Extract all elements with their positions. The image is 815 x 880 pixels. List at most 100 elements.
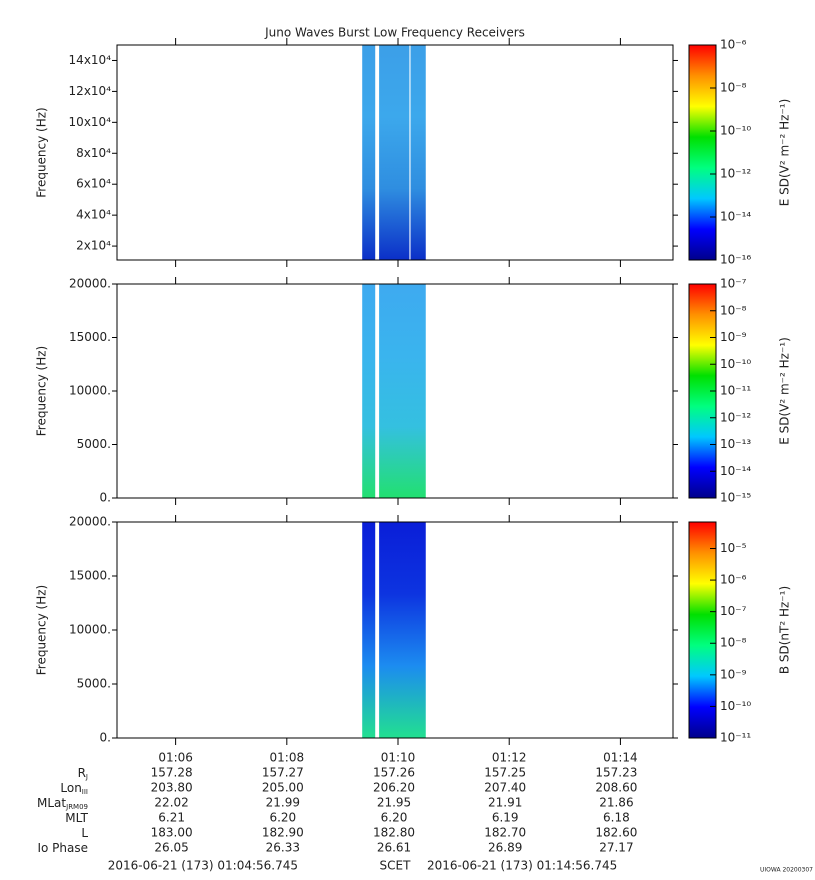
colorbar-tick-label: 10⁻¹¹: [720, 731, 751, 745]
y-tick-label: 10000.: [69, 384, 111, 398]
footer-credit: UIOWA 20200307: [760, 867, 813, 874]
ephemeris-value: 157.28: [151, 766, 193, 780]
row-name: Io Phase: [37, 841, 88, 855]
ephemeris-value: 182.60: [595, 826, 637, 840]
row-name: MLat: [37, 796, 66, 810]
ephemeris-value: 183.00: [151, 826, 193, 840]
colorbar-tick-label: 10⁻¹⁰: [720, 357, 751, 371]
y-tick-label: 15000.: [69, 330, 111, 344]
y-tick-label: 20000.: [69, 277, 111, 291]
x-tick-label: 01:08: [270, 751, 305, 765]
y-tick-label: 10x10⁴: [69, 115, 112, 129]
colorbar-label: E SD(V² m⁻² Hz⁻¹): [778, 99, 792, 207]
y-tick-label: 4x10⁴: [76, 208, 111, 222]
colorbar-tick-label: 10⁻¹²: [720, 410, 751, 424]
ephemeris-row-label: LonIII: [60, 781, 88, 797]
ephemeris-value: 22.02: [154, 796, 188, 810]
colorbar-tick-label: 10⁻⁷: [720, 604, 747, 618]
y-tick-label: 6x10⁴: [76, 177, 111, 191]
ephemeris-value: 208.60: [595, 781, 637, 795]
ephemeris-value: 6.21: [158, 811, 185, 825]
ephemeris-value: 157.27: [262, 766, 304, 780]
burst-segment: [362, 45, 376, 260]
ephemeris-value: 203.80: [151, 781, 193, 795]
burst-segment: [410, 45, 426, 260]
y-axis-label: Frequency (Hz): [35, 107, 49, 198]
colorbar-tick-label: 10⁻¹⁴: [720, 210, 751, 224]
ephemeris-row-label: Io Phase: [37, 841, 88, 855]
ephemeris-value: 182.80: [373, 826, 415, 840]
colorbar-tick-label: 10⁻¹⁰: [720, 124, 751, 138]
colorbar-tick-label: 10⁻¹⁶: [720, 253, 751, 267]
x-tick-label: 01:12: [492, 751, 527, 765]
ephemeris-row-label: MLatJRM09: [37, 796, 88, 812]
colorbar-tick-label: 10⁻⁶: [720, 38, 747, 52]
colorbar-tick-label: 10⁻¹⁵: [720, 491, 751, 505]
ephemeris-row-label: RJ: [78, 766, 88, 782]
row-name: L: [81, 826, 88, 840]
y-tick-label: 15000.: [69, 569, 111, 583]
colorbar-tick-label: 10⁻⁸: [720, 636, 747, 650]
ephemeris-row-label: L: [81, 826, 88, 840]
row-name: Lon: [60, 781, 81, 795]
burst-segment: [362, 284, 376, 498]
row-name: MLT: [65, 811, 88, 825]
burst-segment: [362, 522, 376, 738]
ephemeris-value: 26.89: [488, 841, 522, 855]
burst-segment: [379, 45, 410, 260]
y-tick-label: 10000.: [69, 623, 111, 637]
ephemeris-value: 6.19: [492, 811, 519, 825]
colorbar-tick-label: 10⁻⁷: [720, 277, 747, 291]
colorbar-tick-label: 10⁻¹³: [720, 437, 751, 451]
burst-segment: [379, 284, 426, 498]
footer-end: 2016-06-21 (173) 01:14:56.745: [427, 859, 617, 873]
ephemeris-value: 26.61: [377, 841, 411, 855]
y-tick-label: 8x10⁴: [76, 146, 111, 160]
ephemeris-value: 26.33: [266, 841, 300, 855]
y-tick-label: 0.: [100, 731, 111, 745]
y-axis-label: Frequency (Hz): [35, 585, 49, 676]
colorbar-label: B SD(nT² Hz⁻¹): [778, 586, 792, 674]
ephemeris-value: 6.20: [381, 811, 408, 825]
ephemeris-value: 182.70: [484, 826, 526, 840]
ephemeris-value: 207.40: [484, 781, 526, 795]
ephemeris-value: 21.95: [377, 796, 411, 810]
y-axis-label: Frequency (Hz): [35, 346, 49, 437]
colorbar-tick-label: 10⁻⁸: [720, 303, 747, 317]
y-tick-label: 14x10⁴: [69, 53, 112, 67]
ephemeris-value: 6.18: [603, 811, 630, 825]
x-tick-label: 01:06: [158, 751, 193, 765]
row-subscript: JRM09: [65, 803, 88, 811]
ephemeris-value: 6.20: [269, 811, 296, 825]
colorbar-label: E SD(V² m⁻² Hz⁻¹): [778, 337, 792, 445]
ephemeris-value: 182.90: [262, 826, 304, 840]
colorbar-tick-label: 10⁻⁹: [720, 330, 747, 344]
y-tick-label: 5000.: [77, 437, 111, 451]
colorbar-tick-label: 10⁻⁵: [720, 541, 747, 555]
ephemeris-value: 27.17: [599, 841, 633, 855]
ephemeris-value: 205.00: [262, 781, 304, 795]
ephemeris-value: 26.05: [154, 841, 188, 855]
colorbar: [688, 521, 717, 739]
ephemeris-value: 157.26: [373, 766, 415, 780]
y-tick-label: 20000.: [69, 515, 111, 529]
ephemeris-value: 21.91: [488, 796, 522, 810]
chart-title: Juno Waves Burst Low Frequency Receivers: [264, 26, 525, 40]
ephemeris-value: 21.86: [599, 796, 633, 810]
ephemeris-value: 157.25: [484, 766, 526, 780]
y-tick-label: 5000.: [77, 677, 111, 691]
row-name: R: [78, 766, 86, 780]
colorbar-tick-label: 10⁻¹¹: [720, 384, 751, 398]
y-tick-label: 0.: [100, 491, 111, 505]
colorbar-tick-label: 10⁻¹⁴: [720, 464, 751, 478]
x-tick-label: 01:14: [603, 751, 638, 765]
x-tick-label: 01:10: [381, 751, 416, 765]
row-subscript: J: [85, 773, 88, 781]
colorbar: [688, 44, 717, 261]
footer-scet: SCET: [380, 859, 412, 873]
ephemeris-value: 206.20: [373, 781, 415, 795]
ephemeris-value: 21.99: [266, 796, 300, 810]
colorbar-tick-label: 10⁻⁸: [720, 81, 747, 95]
ephemeris-value: 157.23: [595, 766, 637, 780]
